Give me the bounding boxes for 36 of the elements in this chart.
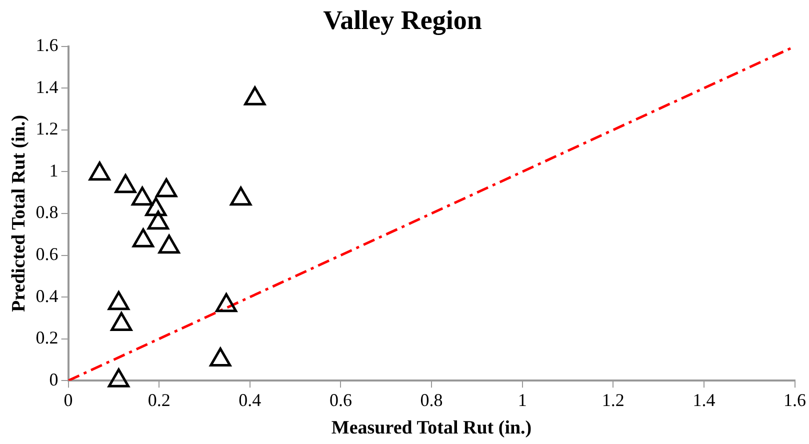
point (145, 197, 167, 216)
point (147, 210, 169, 230)
y-tick-label: 1 (49, 160, 58, 180)
y-tick-label: 0.4 (36, 286, 58, 306)
y-tick-label: 1.6 (36, 35, 58, 56)
point (88, 162, 110, 181)
point (210, 347, 232, 366)
point (114, 174, 136, 194)
x-tick-label: 1.4 (692, 390, 716, 410)
x-tick-label: 0.2 (148, 390, 170, 410)
x-tick-label: 1.2 (602, 390, 624, 410)
x-tick-label: 1 (518, 390, 527, 410)
x-tick-label: 0.8 (420, 390, 443, 410)
point (216, 293, 238, 312)
x-tick-label: 0.6 (329, 390, 352, 410)
y-tick-label: 0 (49, 369, 58, 390)
point (230, 186, 252, 206)
y-axis-title: Predicted Total Rut (in.) (8, 114, 30, 312)
point (132, 186, 154, 206)
x-axis-title: Measured Total Rut (in.) (331, 418, 532, 439)
x-tick-label: 1.6 (784, 390, 806, 410)
x-tick-label: 0 (64, 390, 73, 410)
y-tick-label: 1.4 (36, 76, 58, 97)
y-tick-label: 1.2 (36, 118, 58, 139)
point (110, 312, 132, 331)
y-tick-label: 0.2 (36, 328, 58, 348)
point (158, 234, 180, 254)
chart-title: Valley Region (323, 5, 482, 36)
point (244, 86, 266, 106)
point (108, 291, 130, 310)
x-tick-label: 0.4 (238, 390, 262, 410)
point (132, 228, 154, 248)
y-tick-label: 0.6 (36, 244, 58, 264)
point (108, 368, 130, 388)
y-tick-label: 0.8 (36, 202, 58, 222)
point (156, 178, 178, 198)
